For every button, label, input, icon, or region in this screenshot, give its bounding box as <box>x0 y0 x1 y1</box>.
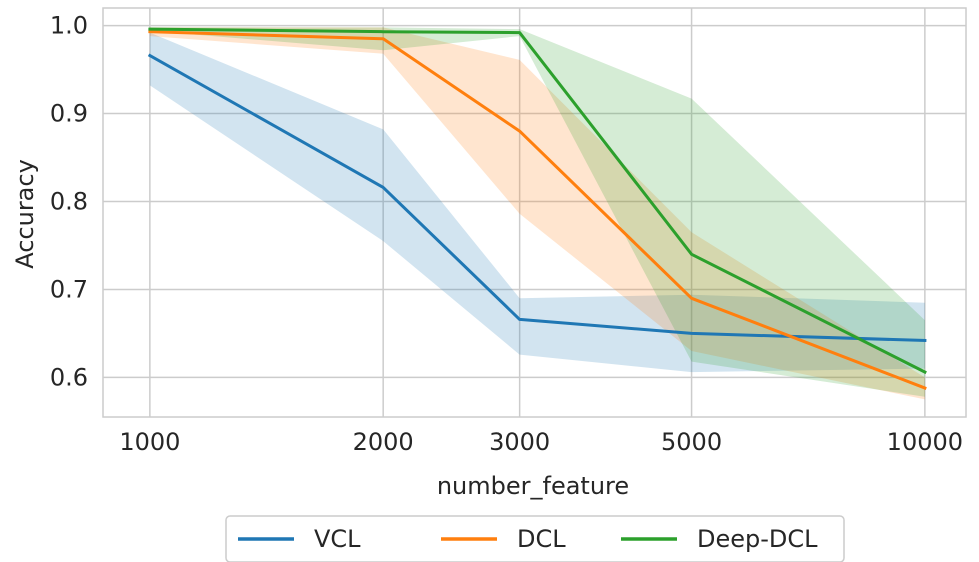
y-tick-labels: 0.6 0.7 0.8 0.9 1.0 <box>50 12 88 392</box>
legend-label: Deep-DCL <box>697 525 818 553</box>
y-tick-label: 0.7 <box>50 275 88 303</box>
legend-label: VCL <box>314 525 361 553</box>
confidence-band <box>149 27 925 400</box>
plot-area-frame <box>102 7 967 418</box>
x-tick-label: 5000 <box>661 428 722 456</box>
series-lines <box>147 27 927 390</box>
y-tick-label: 0.8 <box>50 188 88 216</box>
grid <box>103 8 966 417</box>
x-tick-label: 1000 <box>119 428 180 456</box>
y-axis-label: Accuracy <box>11 159 39 269</box>
x-tick-label: 3000 <box>489 428 550 456</box>
confidence-bands <box>149 27 925 400</box>
x-axis-label: number_feature <box>437 472 629 500</box>
series-line <box>148 27 927 375</box>
confidence-band <box>149 27 925 397</box>
x-tick-labels: 1000 2000 3000 5000 10000 <box>119 428 963 456</box>
legend: VCL DCL Deep-DCL <box>225 515 845 562</box>
legend-label: DCL <box>517 525 566 553</box>
x-tick-label: 2000 <box>353 428 414 456</box>
confidence-band <box>149 32 925 373</box>
y-tick-label: 0.6 <box>50 363 88 391</box>
y-tick-label: 1.0 <box>50 12 88 40</box>
legend-frame <box>225 515 845 562</box>
x-tick-label: 10000 <box>887 428 963 456</box>
series-line <box>148 30 927 390</box>
y-tick-label: 0.9 <box>50 100 88 128</box>
series-line <box>147 53 927 343</box>
